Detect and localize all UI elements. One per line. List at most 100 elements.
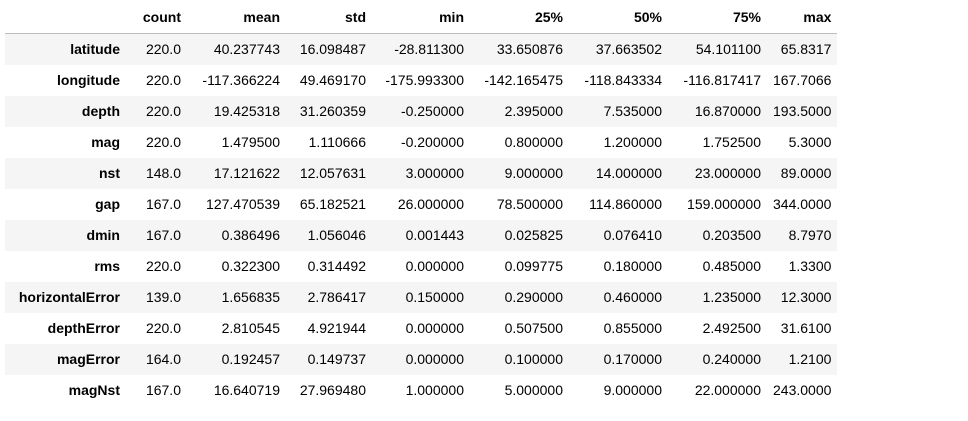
table-row: depthError 220.0 2.810545 4.921944 0.000… (5, 313, 838, 344)
table-cell: 220.0 (145, 41, 181, 57)
table-cell: 5.3000 (788, 134, 832, 150)
table-cell: 5.000000 (504, 382, 563, 398)
table-cell: -175.993300 (385, 72, 464, 88)
table-cell: 78.500000 (496, 196, 563, 212)
table-cell: 7.535000 (603, 103, 662, 119)
table-cell: 37.663502 (595, 41, 662, 57)
table-cell: -117.366224 (202, 72, 280, 88)
table-cell: 220.0 (145, 258, 181, 274)
table-row: longitude 220.0 -117.366224 49.469170 -1… (5, 65, 838, 96)
table-cell: 0.180000 (603, 258, 662, 274)
table-row: depth 220.0 19.425318 31.260359 -0.25000… (5, 96, 838, 127)
table-cell: 114.860000 (589, 196, 662, 212)
table-cell: 16.640719 (213, 382, 280, 398)
table-cell: 164.0 (145, 351, 181, 367)
table-cell: 1.110666 (308, 134, 366, 150)
table-cell: 4.921944 (307, 320, 366, 336)
table-cell: 148.0 (145, 165, 181, 181)
table-cell: 0.100000 (504, 351, 563, 367)
table-cell: 9.000000 (603, 382, 662, 398)
table-cell: 33.650876 (496, 41, 563, 57)
table-cell: 16.098487 (299, 41, 366, 57)
table-cell: 193.5000 (773, 103, 832, 119)
table-cell: -28.811300 (394, 41, 464, 57)
table-cell: 167.0 (145, 196, 181, 212)
table-row: magError 164.0 0.192457 0.149737 0.00000… (5, 344, 838, 375)
table-cell: 8.7970 (788, 227, 832, 243)
table-cell: 17.121622 (213, 165, 280, 181)
table-cell: 243.0000 (773, 382, 832, 398)
table-cell: 40.237743 (213, 41, 280, 57)
table-cell: 89.0000 (780, 165, 832, 181)
table-cell: 167.0 (145, 382, 181, 398)
table-cell: 167.7066 (773, 72, 832, 88)
table-cell: 1.479500 (221, 134, 280, 150)
table-cell: 159.000000 (687, 196, 761, 212)
header-cell-mean: mean (187, 2, 286, 34)
table-cell: 2.492500 (702, 320, 761, 336)
row-label: magNst (68, 382, 120, 398)
table-cell: 2.395000 (504, 103, 563, 119)
table-row: horizontalError 139.0 1.656835 2.786417 … (5, 282, 838, 313)
row-label: rms (94, 258, 120, 274)
header-cell-max: max (767, 2, 838, 34)
table-cell: 0.203500 (702, 227, 761, 243)
table-cell: 220.0 (145, 72, 181, 88)
table-cell: 0.000000 (405, 351, 464, 367)
table-cell: 0.170000 (603, 351, 662, 367)
table-row: dmin 167.0 0.386496 1.056046 0.001443 0.… (5, 220, 838, 251)
table-cell: 1.752500 (702, 134, 761, 150)
table-cell: 1.056046 (307, 227, 366, 243)
table-cell: 1.235000 (702, 289, 761, 305)
table-cell: 65.8317 (780, 41, 832, 57)
row-label: magError (56, 351, 120, 367)
header-cell-25pct: 25% (470, 2, 569, 34)
header-cell-count: count (126, 2, 187, 34)
table-row: latitude 220.0 40.237743 16.098487 -28.8… (5, 33, 838, 65)
table-body: latitude 220.0 40.237743 16.098487 -28.8… (5, 33, 838, 406)
table-cell: 1.656835 (221, 289, 280, 305)
table-cell: 2.786417 (307, 289, 366, 305)
table-cell: 22.000000 (694, 382, 761, 398)
table-cell: 0.076410 (603, 227, 662, 243)
table-cell: 1.2100 (788, 351, 832, 367)
table-cell: -118.843334 (584, 72, 662, 88)
table-cell: 0.855000 (603, 320, 662, 336)
table-cell: 12.3000 (780, 289, 832, 305)
table-cell: 12.057631 (299, 165, 366, 181)
row-label: depthError (47, 320, 120, 336)
table-cell: 220.0 (145, 320, 181, 336)
table-cell: 9.000000 (504, 165, 563, 181)
table-cell: 31.6100 (780, 320, 832, 336)
table-cell: 54.101100 (695, 41, 761, 57)
table-cell: 2.810545 (221, 320, 280, 336)
row-label: latitude (70, 41, 120, 57)
table-cell: 0.099775 (504, 258, 563, 274)
table-cell: 220.0 (145, 134, 181, 150)
table-cell: 0.150000 (405, 289, 464, 305)
header-cell-min: min (372, 2, 470, 34)
table-cell: 26.000000 (397, 196, 464, 212)
table-cell: 344.0000 (773, 196, 832, 212)
table-cell: 1.000000 (405, 382, 464, 398)
table-cell: 0.001443 (405, 227, 464, 243)
row-label: nst (99, 165, 120, 181)
table-cell: -0.250000 (400, 103, 464, 119)
table-cell: 0.000000 (405, 320, 464, 336)
table-cell: 1.3300 (788, 258, 832, 274)
table-row: gap 167.0 127.470539 65.182521 26.000000… (5, 189, 838, 220)
table-cell: 16.870000 (694, 103, 761, 119)
table-cell: 49.469170 (299, 72, 366, 88)
table-cell: 27.969480 (299, 382, 366, 398)
table-cell: 139.0 (145, 289, 181, 305)
table-cell: 0.192457 (221, 351, 280, 367)
table-cell: 23.000000 (694, 165, 761, 181)
dataframe-container: count mean std min 25% 50% 75% max latit… (5, 2, 838, 406)
row-label: gap (95, 196, 120, 212)
table-cell: 0.314492 (307, 258, 366, 274)
table-cell: -142.165475 (484, 72, 563, 88)
table-header: count mean std min 25% 50% 75% max (5, 2, 838, 34)
header-cell-index (5, 2, 126, 34)
table-cell: 1.200000 (603, 134, 662, 150)
row-label: horizontalError (18, 289, 120, 305)
